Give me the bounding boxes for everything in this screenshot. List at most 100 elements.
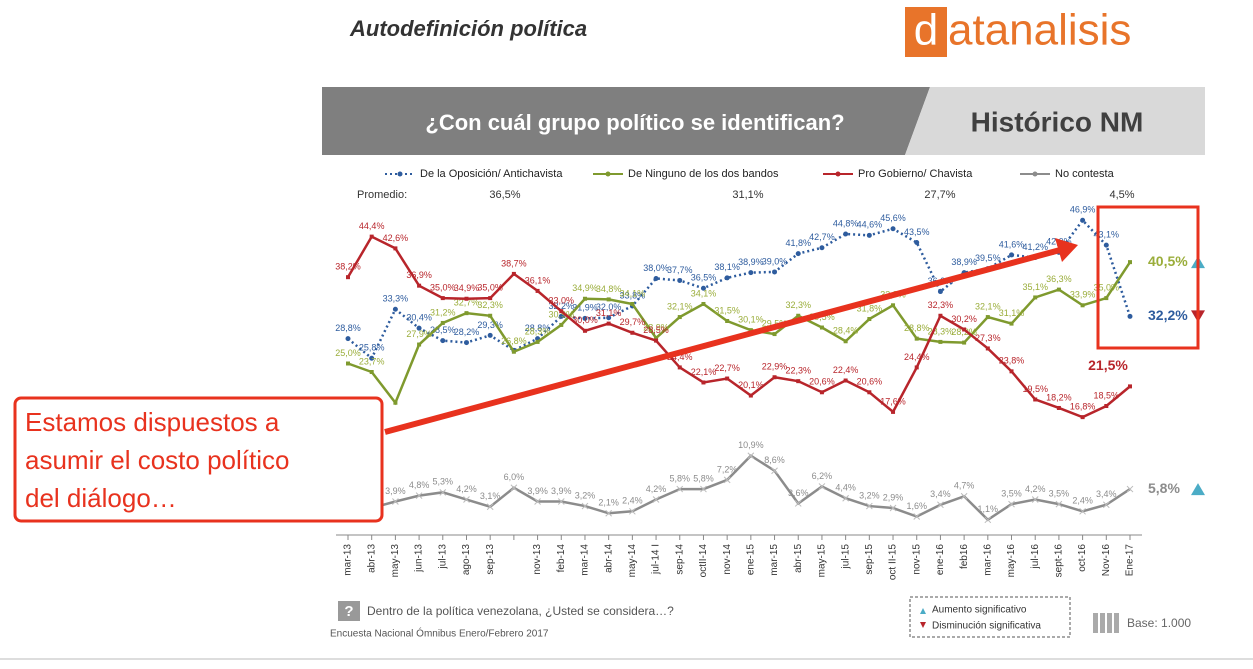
x-tick-label: nov-15: [911, 544, 922, 575]
value-label: 26,8%: [501, 336, 527, 346]
average: 31,1%: [732, 189, 763, 201]
point: [937, 501, 944, 509]
point: [725, 376, 730, 381]
value-label: 4,2%: [456, 484, 477, 494]
value-label: 3,2%: [575, 490, 596, 500]
up-icon: [920, 608, 926, 614]
end-label: 21,5%: [1088, 357, 1128, 373]
point: [1009, 369, 1014, 374]
value-label: 33,8%: [620, 290, 646, 300]
point: [581, 502, 589, 510]
end-label: 40,5%: [1148, 253, 1188, 269]
point: [440, 320, 445, 325]
callout-text: asumir el costo político: [25, 445, 289, 475]
point: [676, 485, 684, 493]
value-label: 44,6%: [857, 220, 883, 230]
legend-label: De la Oposición/ Antichavista: [420, 168, 563, 180]
value-label: 25,0%: [335, 348, 361, 358]
point: [914, 240, 920, 246]
value-label: 28,5%: [430, 325, 456, 335]
point: [1080, 303, 1085, 308]
value-label: 31,2%: [430, 307, 456, 317]
point: [772, 375, 777, 380]
value-label: 33,9%: [1070, 290, 1096, 300]
x-tick-label: feb16: [959, 544, 970, 569]
value-label: 3,5%: [1001, 488, 1022, 498]
value-label: 28,5%: [643, 325, 669, 335]
point: [748, 270, 754, 276]
point: [985, 346, 990, 351]
sig-up: Aumento significativo: [932, 605, 1027, 616]
point: [962, 340, 967, 345]
point: [1056, 405, 1061, 410]
point: [582, 296, 587, 301]
x-tick-label: jul-16: [1030, 544, 1041, 570]
x-tick-label: abr-13: [366, 544, 377, 573]
value-label: 22,7%: [714, 363, 740, 373]
value-label: 4,2%: [1025, 484, 1046, 494]
value-label: 20,1%: [738, 380, 764, 390]
value-label: 17,6%: [880, 396, 906, 406]
value-label: 35,0%: [477, 282, 503, 292]
question-icon: [338, 601, 360, 621]
point: [369, 355, 375, 361]
value-label: 28,9%: [643, 322, 669, 332]
value-label: 20,6%: [809, 377, 835, 387]
point: [392, 306, 398, 312]
value-label: 36,9%: [406, 270, 432, 280]
average: 36,5%: [489, 189, 520, 201]
x-tick-label: Nov-16: [1101, 544, 1112, 577]
value-label: 41,2%: [1022, 242, 1048, 252]
point: [393, 400, 398, 405]
value-label: 23,7%: [359, 356, 385, 366]
value-label: 37,7%: [667, 265, 693, 275]
value-label: 18,5%: [1094, 390, 1120, 400]
value-label: 43,1%: [1094, 230, 1120, 240]
point: [653, 275, 659, 281]
point: [369, 234, 374, 239]
value-label: 8,6%: [764, 455, 785, 465]
point: [1009, 252, 1015, 258]
point: [866, 232, 872, 238]
point: [818, 483, 826, 490]
value-label: 28,2%: [454, 327, 480, 337]
point: [843, 339, 848, 344]
value-label: 29,7%: [620, 317, 646, 327]
plot: mar-13 abr-13 may-13 jun-13 jul-13 ago-13 sep-…: [335, 168, 1205, 580]
point: [938, 339, 943, 344]
value-label: 35,0%: [430, 282, 456, 292]
x-tick-label: feb-14: [556, 544, 567, 573]
x-tick-label: may-13: [390, 544, 401, 578]
point: [725, 318, 730, 323]
x-tick-label: mar-15: [769, 544, 780, 576]
x-tick-label: nov-14: [722, 544, 733, 575]
point: [1080, 415, 1085, 420]
arrow-head: [1055, 238, 1078, 262]
legend-label: De Ninguno de los dos bandos: [628, 168, 779, 180]
point: [677, 277, 683, 283]
value-label: 3,4%: [1096, 489, 1117, 499]
value-label: 3,6%: [788, 488, 809, 498]
value-label: 20,6%: [857, 377, 883, 387]
value-label: 22,3%: [785, 366, 811, 376]
legend-label: Pro Gobierno/ Chavista: [858, 168, 973, 180]
value-label: 2,4%: [1072, 496, 1093, 506]
point: [346, 361, 350, 366]
logo: atanalisis: [948, 6, 1131, 55]
point: [606, 321, 611, 326]
x-tick-label: ene-16: [935, 544, 946, 576]
value-label: 42,6%: [383, 233, 409, 243]
point: [487, 332, 493, 338]
point: [463, 496, 470, 503]
value-label: 41,6%: [999, 239, 1025, 249]
point: [677, 315, 682, 320]
value-label: 27,9%: [406, 329, 432, 339]
point: [346, 275, 350, 280]
value-label: 29,5%: [762, 318, 788, 328]
x-tick-label: may-16: [1006, 544, 1017, 578]
point: [724, 275, 730, 281]
value-label: 24,4%: [667, 352, 693, 362]
value-label: 34,9%: [454, 283, 480, 293]
value-label: 34,8%: [596, 284, 622, 294]
value-label: 30,9%: [549, 309, 575, 319]
